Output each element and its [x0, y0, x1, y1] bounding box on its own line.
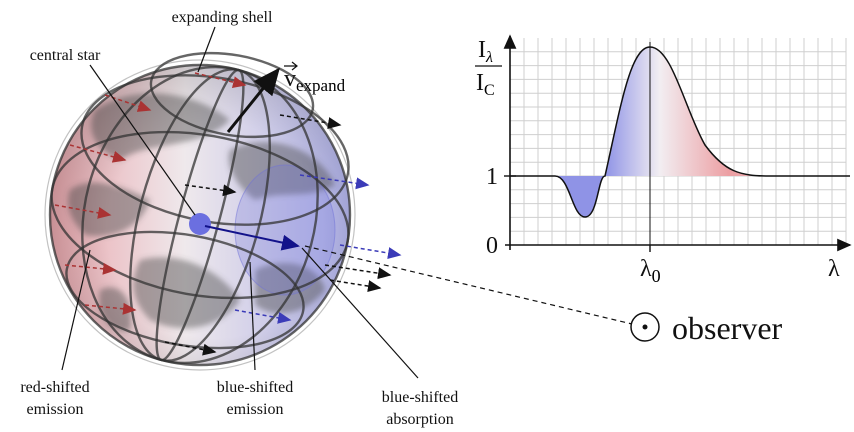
subscript: expand — [296, 76, 346, 95]
emission-area — [605, 47, 770, 176]
diagram: expanding shell central star vexpand red… — [0, 0, 854, 432]
y-label-numerator: Iλ — [478, 37, 493, 66]
y-tick-label: 1 — [486, 164, 498, 190]
label: blue-shifted — [382, 389, 458, 406]
subscript: λ — [485, 49, 493, 66]
y-tick-label: 0 — [486, 233, 498, 259]
symbol: λ — [640, 256, 652, 282]
label: expanding shell — [172, 9, 273, 26]
central-star — [189, 213, 211, 235]
symbol: v — [284, 66, 296, 92]
label: central star — [30, 47, 101, 64]
y-label-denominator: IC — [476, 70, 495, 99]
subscript: C — [484, 82, 495, 99]
velocity-label: vexpand — [284, 66, 346, 95]
label: absorption — [386, 411, 454, 428]
label: red-shifted — [20, 379, 89, 396]
symbol: I — [476, 70, 484, 96]
symbol: I — [478, 37, 486, 63]
observer-dot — [643, 325, 648, 330]
subscript: 0 — [652, 266, 661, 286]
label: emission — [227, 401, 284, 418]
x-tick-label: λ0 — [640, 256, 661, 286]
label: blue-shifted — [217, 379, 293, 396]
label: emission — [27, 401, 84, 418]
x-label: λ — [828, 256, 840, 282]
observer-label: observer — [672, 310, 783, 346]
